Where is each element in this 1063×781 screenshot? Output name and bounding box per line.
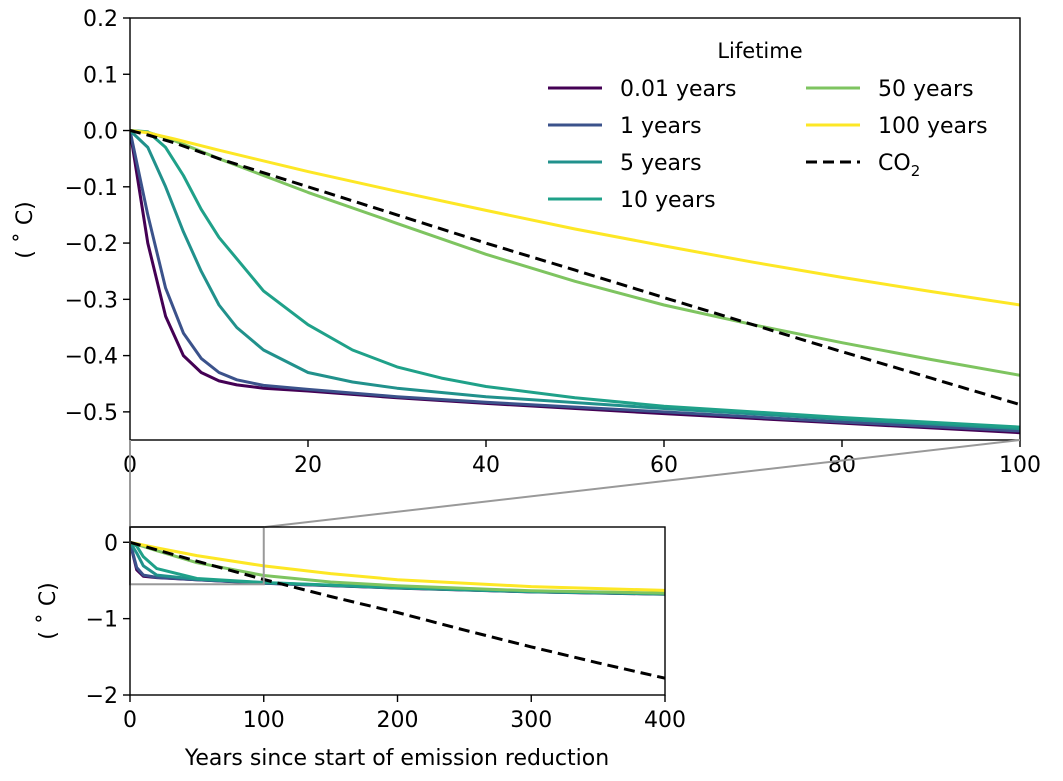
legend-label-5-years: 5 years <box>620 151 702 176</box>
legend-label-100-years: 100 years <box>878 114 988 139</box>
main-y-tick-label-5: −0.3 <box>65 288 118 313</box>
main-plot-lines <box>130 129 1020 435</box>
inset-y-tick-label-0: 0 <box>104 531 118 556</box>
main-x-tick-label-2: 40 <box>472 453 500 478</box>
main-y-tick-label-7: −0.5 <box>65 401 118 426</box>
main-series-1-years <box>130 129 1020 433</box>
main-axis-ticks: 0204060801000.20.10.0−0.1−0.2−0.3−0.4−0.… <box>65 7 1041 478</box>
main-series-0-01-years <box>130 129 1020 435</box>
inset-x-tick-label-1: 100 <box>243 708 285 733</box>
inset-plot-lines <box>129 526 665 680</box>
main-x-tick-label-4: 80 <box>828 453 856 478</box>
main-plot-frame <box>129 17 1021 441</box>
inset-x-tick-label-3: 300 <box>510 708 552 733</box>
zoom-connector-right <box>264 439 1021 528</box>
main-y-tick-label-4: −0.2 <box>65 232 118 257</box>
main-y-tick-label-1: 0.1 <box>83 63 118 88</box>
legend-label-50-years: 50 years <box>878 77 974 102</box>
inset-x-tick-label-2: 200 <box>377 708 419 733</box>
inset-y-tick-label-2: −2 <box>86 684 118 709</box>
inset-y-tick-label-1: −1 <box>86 608 118 633</box>
main-series-5-years <box>130 129 1020 431</box>
inset-x-axis-label: Years since start of emission reduction <box>184 746 609 771</box>
inset-x-tick-label-0: 0 <box>123 708 137 733</box>
legend-label-1-years: 1 years <box>620 114 702 139</box>
main-y-axis-label: ( ˚ C) <box>13 201 38 259</box>
inset-x-tick-label-4: 400 <box>644 708 686 733</box>
legend-label-0-01-years: 0.01 years <box>620 77 737 102</box>
main-y-tick-label-2: 0.0 <box>83 120 118 145</box>
main-series-100-years <box>130 129 1020 307</box>
inset-series-100-years <box>130 540 665 592</box>
legend-label-10-years: 10 years <box>620 188 716 213</box>
inset-axis-ticks: 0 100 200 300 400 0 −1 −2 <box>86 531 686 733</box>
inset-series-co2 <box>130 540 665 680</box>
main-x-tick-label-3: 60 <box>650 453 678 478</box>
main-series-10-years <box>130 129 1020 429</box>
main-y-tick-label-0: 0.2 <box>83 7 118 32</box>
main-x-tick-label-1: 20 <box>294 453 322 478</box>
inset-y-axis-label: ( ˚ C) <box>36 582 61 640</box>
main-x-tick-label-5: 100 <box>999 453 1041 478</box>
main-y-tick-label-3: −0.1 <box>65 176 118 201</box>
main-y-tick-label-6: −0.4 <box>65 345 118 370</box>
legend-title: Lifetime <box>717 39 802 63</box>
main-legend: Lifetime 0.01 years 1 years 5 years 10 years… <box>548 39 988 213</box>
main-series-50-years <box>130 129 1020 377</box>
inset-plot-frame <box>129 526 666 696</box>
